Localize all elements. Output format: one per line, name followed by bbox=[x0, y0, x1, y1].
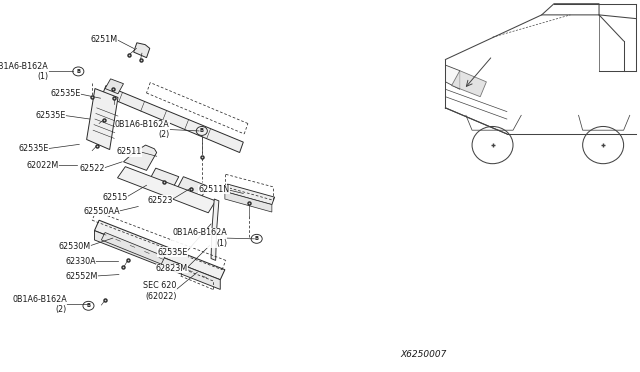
Text: 62535E: 62535E bbox=[18, 144, 49, 153]
Text: 62515: 62515 bbox=[103, 193, 128, 202]
Text: 0B1A6-B162A
(2): 0B1A6-B162A (2) bbox=[115, 120, 170, 139]
Text: 62523: 62523 bbox=[147, 196, 173, 205]
Polygon shape bbox=[101, 232, 165, 264]
Polygon shape bbox=[452, 71, 486, 97]
Polygon shape bbox=[445, 65, 460, 89]
Polygon shape bbox=[95, 231, 220, 289]
Text: B: B bbox=[200, 128, 204, 134]
Text: 0B1A6-B162A
(1): 0B1A6-B162A (1) bbox=[172, 228, 227, 248]
Text: 62550AA: 62550AA bbox=[83, 207, 120, 216]
Polygon shape bbox=[134, 43, 150, 58]
Polygon shape bbox=[86, 89, 118, 150]
Text: 62511: 62511 bbox=[116, 147, 142, 156]
Polygon shape bbox=[225, 192, 272, 212]
Text: 0B1A6-B162A
(2): 0B1A6-B162A (2) bbox=[12, 295, 67, 314]
Text: 62535E: 62535E bbox=[35, 111, 65, 120]
Polygon shape bbox=[95, 220, 225, 280]
Text: X6250007: X6250007 bbox=[401, 350, 447, 359]
Text: B: B bbox=[86, 303, 90, 308]
Polygon shape bbox=[211, 229, 216, 260]
Text: 62330A: 62330A bbox=[65, 257, 96, 266]
Text: 62552M: 62552M bbox=[65, 272, 98, 280]
Text: 62535E: 62535E bbox=[157, 248, 188, 257]
Polygon shape bbox=[174, 177, 207, 204]
Polygon shape bbox=[212, 199, 219, 231]
Polygon shape bbox=[105, 79, 124, 94]
Text: SEC 620
(62022): SEC 620 (62022) bbox=[143, 281, 177, 301]
Text: 62522: 62522 bbox=[79, 164, 105, 173]
Text: 62535E: 62535E bbox=[51, 89, 81, 98]
Polygon shape bbox=[118, 167, 216, 213]
Text: 62530M: 62530M bbox=[58, 242, 90, 251]
Text: 62022M: 62022M bbox=[27, 161, 59, 170]
Text: B: B bbox=[76, 69, 81, 74]
Text: B: B bbox=[255, 236, 259, 241]
Text: 62511N: 62511N bbox=[198, 185, 230, 194]
Polygon shape bbox=[102, 86, 243, 153]
Polygon shape bbox=[124, 145, 157, 170]
Text: 62823M: 62823M bbox=[156, 264, 188, 273]
Polygon shape bbox=[147, 168, 179, 194]
Polygon shape bbox=[225, 184, 275, 205]
Text: 0B1A6-B162A
(1): 0B1A6-B162A (1) bbox=[0, 62, 49, 81]
Text: 6251M: 6251M bbox=[90, 35, 118, 44]
